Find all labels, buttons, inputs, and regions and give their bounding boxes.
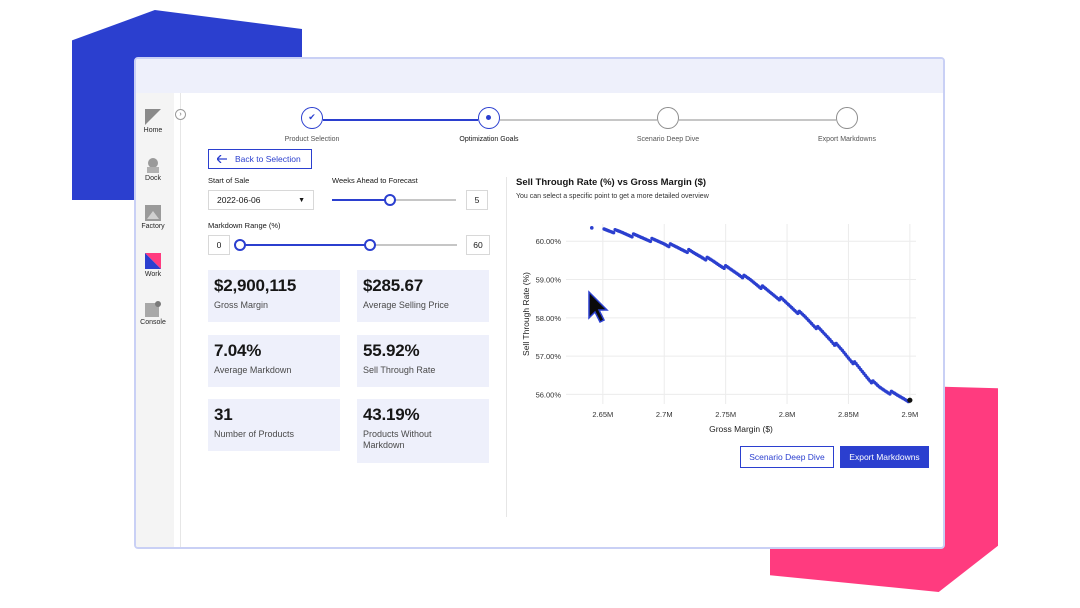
data-point [589,226,594,230]
y-tick-label: 57.00% [536,352,562,361]
data-point [667,244,671,249]
step-connector [323,119,478,121]
factory-icon [145,205,161,221]
step-label: Scenario Deep Dive [636,136,700,143]
checkmark-icon: ✔ [308,112,316,122]
step-export-markdowns[interactable] [836,107,858,129]
start-of-sale-label: Start of Sale [208,176,250,185]
sidebar-collapse-button[interactable]: › [175,109,186,120]
data-point [611,231,616,235]
x-tick-label: 2.65M [592,410,613,419]
kpi-label: Average Markdown [214,365,292,375]
caret-down-icon: ▼ [298,196,305,204]
step-scenario-deep-dive[interactable] [657,107,679,129]
chart-title: Sell Through Rate (%) vs Gross Margin ($… [516,177,707,188]
kpi-label: Products Without Markdown [363,429,432,451]
kpi-label: Number of Products [214,429,295,439]
markdown-slider-high-thumb[interactable] [363,239,376,251]
home-icon [145,109,161,125]
data-point [703,258,708,262]
start-of-sale-select[interactable]: 2022-06-06 ▼ [208,190,314,210]
back-to-selection-button[interactable]: Back to Selection [208,149,312,169]
kpi-value: $2,900,115 [214,276,297,295]
sidebar-item-dock[interactable]: Dock [136,157,170,182]
step-connector [679,119,836,121]
kpi-value: 55.92% [363,341,420,360]
data-point [722,266,726,271]
sidebar-item-label: Work [144,271,162,278]
export-markdowns-button[interactable]: Export Markdowns [840,446,929,468]
kpi-card: 55.92% Sell Through Rate [357,335,489,387]
y-tick-label: 58.00% [536,314,562,323]
weeks-input[interactable]: 5 [466,190,488,210]
x-axis-label: Gross Margin ($) [709,424,773,434]
markdown-max-input[interactable]: 60 [466,235,490,255]
step-product-selection[interactable]: ✔ [301,107,323,129]
x-tick-label: 2.7M [656,410,673,419]
y-tick-label: 59.00% [536,276,562,285]
data-point [648,239,653,244]
sidebar-divider [180,93,181,547]
weeks-slider-fill [332,199,391,201]
sidebar-item-console[interactable]: Console [136,301,170,326]
kpi-label: Gross Margin [214,300,269,310]
sidebar: Home Dock Factory Work Console [136,93,174,547]
kpi-card: 31 Number of Products [208,399,340,451]
step-label: Product Selection [284,136,340,143]
step-optimization-goals[interactable] [478,107,500,129]
kpi-card: 7.04% Average Markdown [208,335,340,387]
mouse-cursor-icon [588,290,609,324]
markdown-slider-low-thumb[interactable] [234,239,246,251]
sidebar-item-label: Console [140,319,166,326]
current-step-dot-icon [486,115,491,120]
kpi-value: 31 [214,405,233,424]
sidebar-item-factory[interactable]: Factory [136,205,170,230]
work-icon [145,253,161,269]
scatter-chart[interactable]: 2.65M 2.7M 2.75M 2.8M 2.85M 2.9M 60.00% 59.00% 5… [516,209,926,444]
weeks-slider-thumb[interactable] [384,194,397,206]
arrow-left-icon [217,155,227,163]
kpi-card: 43.19% Products Without Markdown [357,399,489,463]
kpi-label: Average Selling Price [363,300,449,310]
markdown-min-input[interactable]: 0 [208,235,230,255]
dock-icon [147,158,159,173]
kpi-card: $285.67 Average Selling Price [357,270,489,322]
kpi-label: Sell Through Rate [363,365,436,375]
console-icon [145,301,161,317]
data-point [740,276,745,280]
data-point [630,235,634,239]
kpi-value: $285.67 [363,276,424,295]
x-tick-label: 2.85M [838,410,859,419]
kpi-value: 43.19% [363,405,420,424]
sidebar-item-label: Factory [141,223,165,230]
sidebar-item-work[interactable]: Work [136,253,170,278]
weeks-ahead-label: Weeks Ahead to Forecast [332,176,418,185]
y-tick-label: 60.00% [536,237,562,246]
data-point [685,250,689,255]
data-point [888,392,892,396]
scenario-deep-dive-button[interactable]: Scenario Deep Dive [740,446,834,468]
step-label: Optimization Goals [459,136,519,143]
y-tick-label: 56.00% [536,390,562,399]
sidebar-item-label: Dock [145,175,161,182]
kpi-card: $2,900,115 Gross Margin [208,270,340,322]
step-label: Export Markdowns [818,136,876,143]
highlighted-data-point [907,397,913,403]
start-of-sale-value: 2022-06-06 [217,195,261,205]
app-window: Home Dock Factory Work Console › ✔ Produ… [134,57,945,549]
x-tick-label: 2.8M [779,410,796,419]
sidebar-item-home[interactable]: Home [136,109,170,134]
panel-divider [506,177,507,517]
back-button-label: Back to Selection [235,154,301,164]
step-connector [500,119,657,121]
x-tick-label: 2.75M [715,410,736,419]
markdown-range-label: Markdown Range (%) [208,221,281,230]
y-axis-label: Sell Through Rate (%) [521,272,531,356]
x-tick-label: 2.9M [902,410,919,419]
window-titlebar [136,59,943,93]
kpi-value: 7.04% [214,341,262,360]
chart-subtitle: You can select a specific point to get a… [516,193,709,200]
markdown-slider-fill [239,244,370,246]
sidebar-item-label: Home [143,127,163,134]
